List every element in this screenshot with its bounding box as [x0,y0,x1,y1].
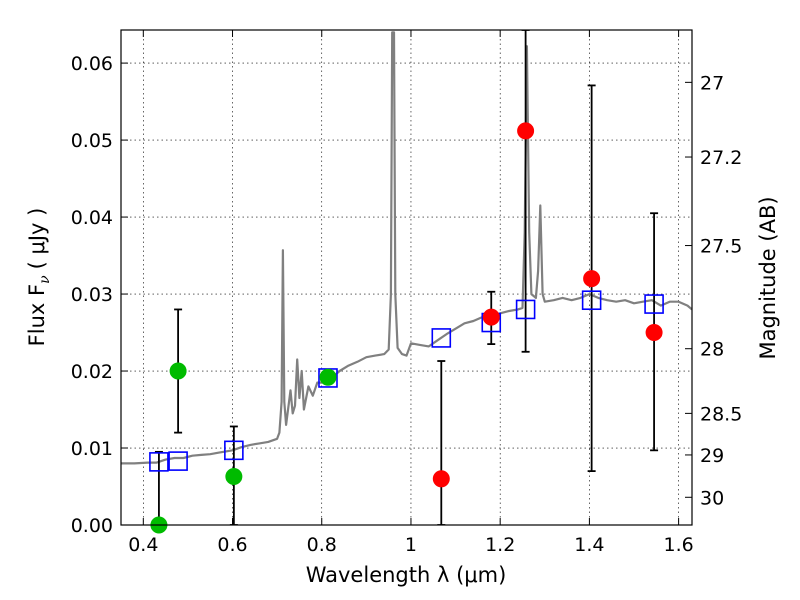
right-tick-label: 30 [700,487,724,509]
y-tick-label: 0.06 [71,53,113,75]
right-tick-label: 29 [700,445,724,467]
x-tick-label: 1 [405,534,417,556]
spectrum-line [121,31,692,465]
model-square-marker [581,290,602,311]
red-point-marker [645,324,663,342]
x-tick-label: 0.8 [307,534,337,556]
x-tick-label: 0.6 [217,534,247,556]
model-square-marker [515,299,536,320]
right-tick-label: 27.2 [700,147,742,169]
model-square-marker [644,294,664,314]
svg-text:Magnitude (AB): Magnitude (AB) [756,196,780,359]
observed-point-layer [150,122,663,534]
y-tick-label: 0.05 [71,130,113,152]
model-square-marker [431,328,452,348]
x-axis-label: Wavelength λ (μm) [306,563,507,587]
red-point-marker [517,122,535,140]
model-square-layer [149,290,664,472]
x-tick-label: 1.2 [485,534,515,556]
y-tick-label: 0.00 [71,515,113,537]
x-tick-label: 1.4 [574,534,604,556]
x-axis-ticks: 0.4 0.6 0.8 1 1.2 1.4 1.6 [128,30,694,556]
x-tick-label: 0.4 [128,534,158,556]
y-label-subscript: ν [37,275,53,284]
right-tick-label: 27 [700,72,724,94]
model-square-marker [224,440,244,461]
x-tick-label: 1.6 [664,534,694,556]
green-point-marker [225,468,243,486]
right-tick-label: 28.5 [700,403,742,425]
green-point-marker [319,368,337,386]
red-point-marker [432,470,450,488]
y-axis-ticks: 0.00 0.01 0.02 0.03 0.04 0.05 0.06 [71,53,128,537]
y-tick-label: 0.01 [71,438,113,460]
plot-background [121,30,692,525]
y-axis-label-left: Flux Fν ( μJy ) [25,208,53,347]
green-point-marker [169,362,187,380]
y-tick-label: 0.02 [71,361,113,383]
y-label-unit: ( μJy ) [25,208,49,270]
y-label-flux: Flux F [25,284,49,346]
red-point-marker [583,270,601,288]
svg-text:Flux Fν( μJy ): Flux Fν ( μJy ) [25,208,53,347]
y-axis-label-right: Magnitude (AB) [756,196,780,359]
plot-frame [120,29,693,526]
model-spectrum-layer [121,31,692,465]
model-square-marker [168,451,188,471]
y-tick-label: 0.04 [71,207,113,229]
right-tick-label: 27.5 [700,236,742,258]
right-tick-label: 28 [700,339,724,361]
red-point-marker [482,308,500,326]
grid [121,30,692,526]
right-axis-ticks: 27 27.2 27.5 28 28.5 29 30 [685,72,742,509]
y-tick-label: 0.03 [71,284,113,306]
model-square-marker [149,452,169,472]
